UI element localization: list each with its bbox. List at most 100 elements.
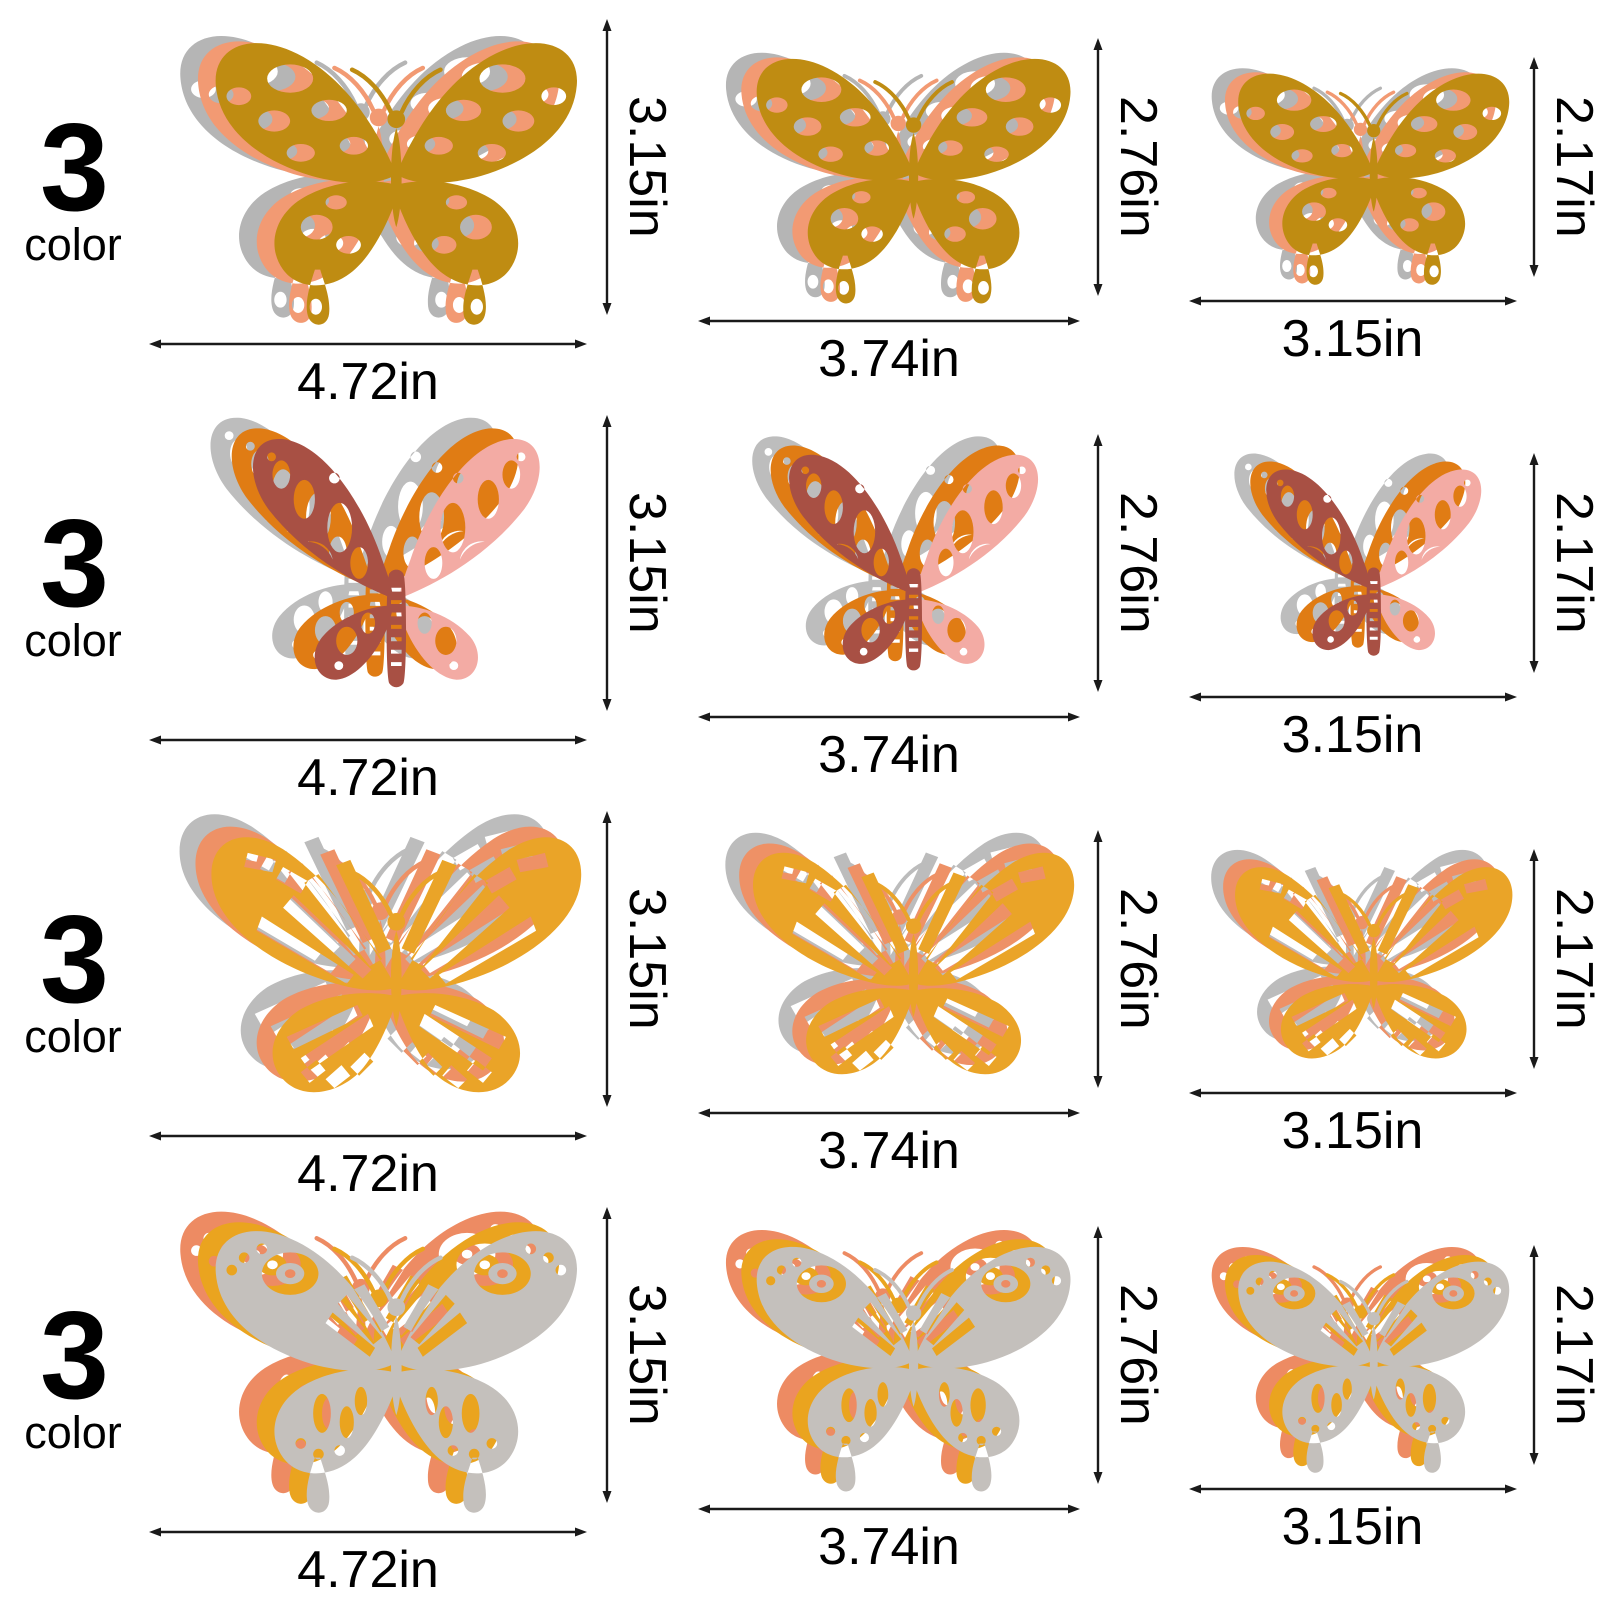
width-label: 3.74in [818,1518,960,1576]
color-count-word: color [24,218,122,270]
width-label: 3.15in [1281,1102,1424,1160]
width-dimension-arrow [698,712,1080,722]
width-dimension: 3.74in [689,314,1089,389]
product-cell: 3.15in 4.72in [138,789,677,1204]
butterfly-figure: 2.76in [689,1207,1168,1502]
height-label: 2.76in [1109,95,1167,238]
row-cells: 3.15in 4.72in 2.76in 3.74in 2.17in 3.15in [138,393,1600,808]
height-dimension-arrow [1093,433,1103,692]
color-count-badge: 3 color [8,1286,138,1458]
height-dimension-arrow [1529,56,1539,277]
product-cell: 2.17in 3.15in [1180,39,1600,369]
width-dimension-arrow [149,1527,587,1536]
width-label: 3.74in [818,726,960,784]
product-cell: 2.17in 3.15in [1180,831,1600,1161]
color-count-badge: 3 color [8,898,138,1062]
width-dimension: 3.74in [689,1106,1089,1181]
butterfly-graphic [1209,848,1515,1061]
butterfly-graphic [210,417,540,687]
height-dimension-arrow [1529,848,1539,1069]
height-dimension-arrow [1093,829,1103,1088]
width-label: 4.72in [297,352,439,411]
product-cell: 2.17in 3.15in [1180,435,1600,765]
width-dimension-arrow [149,1131,587,1140]
butterfly-graphic [138,0,598,337]
height-dimension-arrow [602,1206,612,1503]
height-label: 2.76in [1109,1283,1167,1426]
butterfly-figure: 3.15in [138,0,677,337]
width-label: 3.74in [818,1122,960,1180]
color-count-badge: 3 color [8,494,138,664]
width-dimension-arrow [1188,1484,1517,1494]
height-dimension: 2.76in [1091,433,1168,693]
height-label: 3.15in [618,1283,676,1426]
row-cells: 3.15in 4.72in 2.76in 3.74in 2.17in 3.15in [138,0,1600,412]
width-dimension-arrow [698,1504,1080,1514]
butterfly-graphic [723,830,1077,1077]
butterfly-layer-gold [1236,71,1511,287]
height-dimension: 2.76in [1091,37,1168,297]
width-dimension-arrow [1188,296,1517,306]
color-count-number: 3 [40,1286,109,1425]
color-count-word: color [24,1406,122,1458]
color-count-word: color [24,1010,122,1062]
width-dimension-arrow [698,1108,1080,1118]
height-label: 2.76in [1109,887,1167,1030]
height-label: 2.17in [1545,887,1600,1030]
height-label: 2.17in [1545,1283,1600,1426]
width-label: 3.15in [1281,1498,1424,1556]
width-label: 3.15in [1281,310,1424,368]
height-label: 3.15in [618,887,676,1030]
color-count-number: 3 [40,494,109,633]
butterfly-layer-gold [754,57,1073,306]
height-dimension-arrow [602,414,612,711]
width-dimension: 4.72in [138,733,598,808]
product-cell: 2.76in 3.74in [689,19,1168,389]
butterfly-figure: 2.76in [689,811,1168,1106]
width-dimension-arrow [149,735,587,744]
butterfly-figure: 2.17in [1180,39,1600,294]
height-dimension: 3.15in [600,810,677,1108]
height-dimension-arrow [602,18,612,315]
height-dimension: 2.17in [1527,1244,1600,1466]
butterfly-graphic [138,789,598,1129]
butterfly-figure: 3.15in [138,789,677,1129]
width-dimension: 3.15in [1180,1086,1525,1161]
height-dimension: 2.76in [1091,829,1168,1089]
row-cells: 3.15in 4.72in 2.76in 3.74in 2.17in 3.15in [138,1185,1600,1600]
height-dimension: 2.17in [1527,56,1600,278]
height-dimension: 3.15in [600,18,677,316]
product-cell: 2.76in 3.74in [689,811,1168,1181]
height-label: 2.17in [1545,95,1600,238]
product-row: 3 color 3.15in 4.72in 2.76in 3.74in 2.17in 3.… [0,402,1600,807]
width-dimension: 3.15in [1180,690,1525,765]
butterfly-graphic [724,1228,1073,1494]
color-count-badge: 3 color [8,98,138,270]
product-cell: 2.76in 3.74in [689,1207,1168,1577]
product-cell: 3.15in 4.72in [138,393,677,808]
height-label: 2.76in [1109,491,1167,634]
butterfly-figure: 2.76in [689,415,1168,710]
height-dimension-arrow [1529,1244,1539,1465]
butterfly-figure: 3.15in [138,393,677,733]
color-count-number: 3 [40,98,109,237]
height-dimension-arrow [1529,452,1539,673]
width-dimension: 3.74in [689,1502,1089,1577]
butterfly-layer-gold [216,43,577,325]
width-dimension: 3.74in [689,710,1089,785]
width-dimension: 4.72in [138,337,598,412]
height-dimension: 2.17in [1527,848,1600,1070]
width-dimension-arrow [1188,692,1517,702]
width-dimension: 3.15in [1180,1482,1525,1557]
width-label: 4.72in [297,1144,439,1203]
height-dimension: 3.15in [600,414,677,712]
butterfly-graphic [1210,66,1511,287]
height-dimension-arrow [1093,37,1103,296]
butterfly-graphic [1234,453,1482,656]
width-dimension-arrow [1188,1088,1517,1098]
butterfly-figure: 2.17in [1180,1227,1600,1482]
height-label: 2.17in [1545,491,1600,634]
butterfly-graphic [724,50,1073,306]
width-dimension: 4.72in [138,1129,598,1204]
product-cell: 3.15in 4.72in [138,1185,677,1600]
